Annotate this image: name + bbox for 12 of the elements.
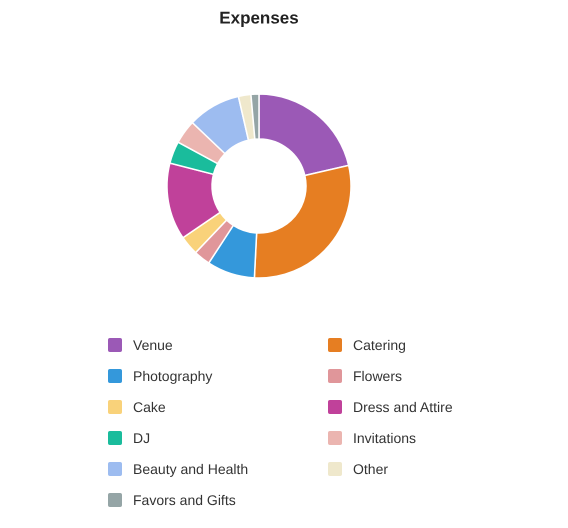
legend-label: Favors and Gifts bbox=[133, 492, 236, 508]
legend-label: Cake bbox=[133, 399, 166, 415]
legend-label: Catering bbox=[353, 337, 406, 353]
legend-label: Beauty and Health bbox=[133, 461, 248, 477]
legend-label: Flowers bbox=[353, 368, 402, 384]
legend-label: Photography bbox=[133, 368, 212, 384]
legend-label: Invitations bbox=[353, 430, 416, 446]
legend-label: Dress and Attire bbox=[353, 399, 453, 415]
legend-label: Other bbox=[353, 461, 388, 477]
legend-label: DJ bbox=[133, 430, 150, 446]
legend-label: Venue bbox=[133, 337, 173, 353]
chart-title: Expenses bbox=[219, 8, 299, 28]
